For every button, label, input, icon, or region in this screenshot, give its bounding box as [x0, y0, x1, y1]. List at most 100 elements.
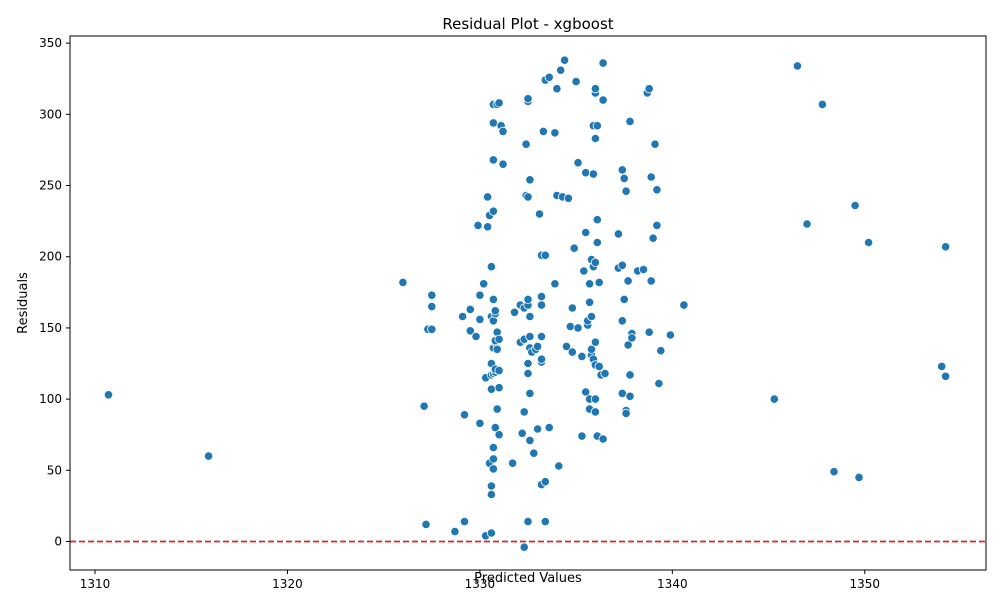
data-point: [625, 391, 635, 401]
data-point: [590, 394, 601, 404]
chart-title: Residual Plot - xgboost: [442, 15, 613, 33]
data-point: [482, 192, 493, 202]
data-point: [567, 347, 577, 357]
data-point: [792, 61, 803, 71]
data-point: [613, 229, 624, 239]
data-point: [552, 84, 562, 94]
data-point: [598, 434, 608, 444]
data-point: [459, 516, 470, 527]
data-point: [619, 173, 629, 183]
data-point: [488, 206, 498, 216]
data-point: [465, 326, 475, 336]
data-point: [586, 311, 597, 322]
data-point: [540, 516, 550, 527]
data-point: [594, 361, 604, 371]
data-point: [459, 410, 470, 420]
data-point: [488, 464, 498, 474]
data-point: [509, 307, 520, 317]
data-point: [581, 227, 591, 238]
data-point: [523, 368, 533, 379]
data-point: [532, 424, 543, 434]
data-point: [525, 311, 535, 322]
data-point: [654, 378, 664, 389]
data-point: [488, 294, 498, 304]
data-point: [646, 276, 656, 286]
data-point: [802, 219, 812, 229]
y-axis-label: Residuals: [16, 272, 31, 334]
data-point: [648, 233, 658, 243]
data-point: [625, 116, 635, 127]
data-point: [581, 168, 591, 178]
data-point: [556, 65, 566, 75]
data-point: [544, 72, 554, 82]
data-point: [617, 388, 627, 398]
y-tick-label: 300: [39, 107, 62, 121]
data-point: [536, 291, 547, 302]
data-point: [494, 334, 504, 344]
data-point: [592, 121, 602, 131]
data-point: [536, 331, 547, 342]
data-point: [525, 175, 535, 185]
data-point: [419, 401, 429, 411]
data-point: [598, 95, 608, 105]
data-point: [427, 324, 437, 334]
data-point: [550, 128, 560, 138]
data-point: [627, 333, 637, 343]
data-point: [590, 133, 601, 144]
scatter-points: [103, 55, 951, 552]
data-point: [525, 331, 535, 342]
data-point: [571, 77, 581, 87]
data-point: [498, 159, 508, 169]
data-point: [644, 84, 654, 94]
data-point: [486, 489, 496, 500]
data-point: [536, 300, 547, 310]
data-point: [536, 354, 547, 364]
data-point: [492, 344, 502, 354]
data-point: [486, 528, 496, 538]
data-point: [579, 266, 589, 276]
data-point: [652, 220, 662, 230]
plot-area-frame: [69, 35, 987, 571]
data-point: [577, 351, 587, 361]
data-point: [567, 303, 577, 313]
data-point: [494, 383, 504, 393]
data-point: [523, 294, 533, 304]
data-point: [937, 361, 947, 371]
y-tick-label: 350: [39, 36, 62, 50]
data-point: [465, 304, 475, 314]
data-point: [494, 430, 504, 440]
data-point: [538, 126, 549, 136]
data-point: [617, 316, 627, 326]
data-point: [523, 358, 533, 369]
data-point: [523, 192, 533, 202]
data-point: [490, 422, 500, 433]
data-point: [427, 301, 437, 312]
data-point: [486, 481, 496, 491]
data-point: [590, 337, 601, 347]
data-point: [617, 260, 627, 270]
data-point: [488, 442, 498, 453]
data-point: [594, 277, 604, 287]
data-point: [623, 340, 633, 350]
data-point: [517, 428, 527, 438]
data-point: [588, 169, 599, 179]
data-point: [540, 250, 550, 260]
data-point: [617, 165, 627, 175]
y-tick-label: 50: [47, 463, 62, 477]
data-point: [863, 237, 874, 248]
data-point: [525, 435, 535, 445]
y-tick-label: 200: [39, 250, 62, 264]
x-tick-label: 1310: [80, 577, 111, 591]
data-point: [475, 418, 485, 428]
data-point: [584, 297, 595, 307]
data-point: [559, 55, 570, 65]
y-tick-label: 0: [54, 535, 62, 549]
x-axis-label: Predicted Values: [474, 571, 582, 586]
data-point: [638, 264, 649, 275]
x-tick-label: 1340: [657, 577, 688, 591]
data-point: [940, 371, 951, 381]
data-point: [829, 467, 839, 477]
data-point: [621, 186, 631, 196]
data-point: [540, 477, 550, 487]
